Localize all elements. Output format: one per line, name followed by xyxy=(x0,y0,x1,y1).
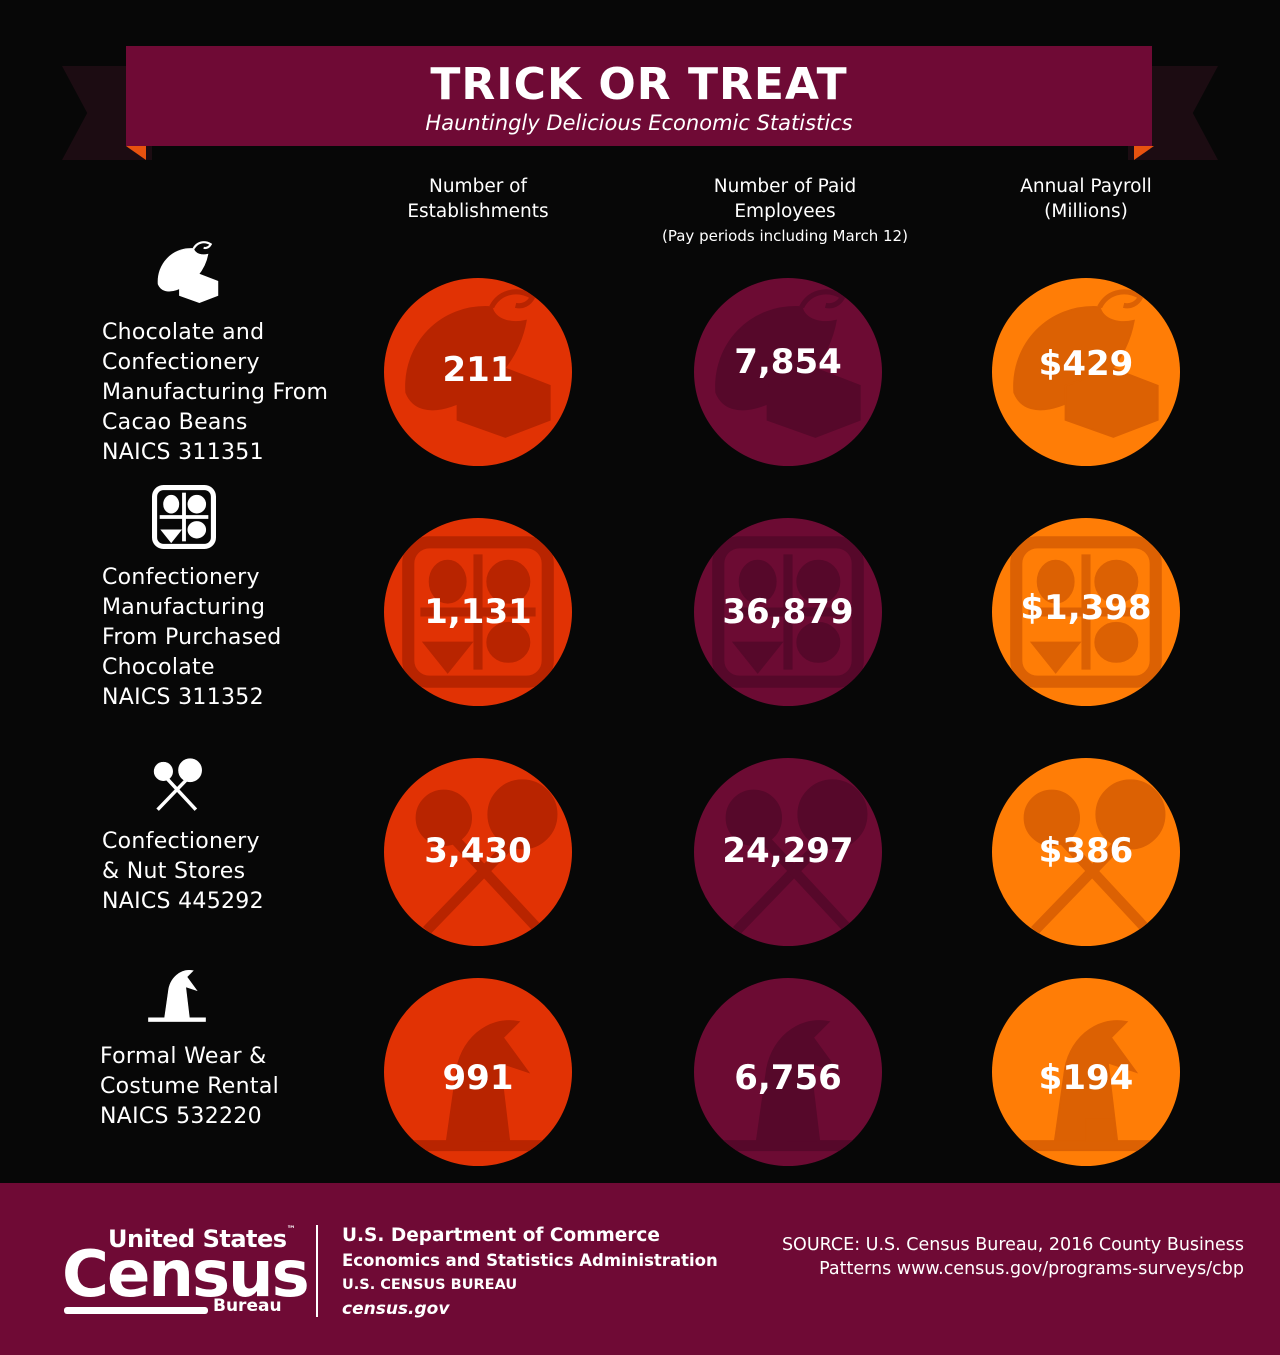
payroll-circle: $429 xyxy=(992,278,1180,466)
department-block: U.S. Department of Commerce Economics an… xyxy=(342,1223,718,1321)
trademark-mark: ™ xyxy=(286,1225,296,1235)
census-logo-wordmark: Census xyxy=(62,1238,310,1312)
row-label-line: Chocolate and xyxy=(102,320,265,345)
title-banner: TRICK OR TREAT Hauntingly Delicious Econ… xyxy=(126,46,1152,146)
row-label-line: Confectionery xyxy=(102,350,260,375)
employees-value: 6,756 xyxy=(734,1058,842,1098)
census-logo-bar xyxy=(64,1307,208,1314)
footer: United States™ Census Bureau U.S. Depart… xyxy=(0,1183,1280,1355)
census-website-link[interactable]: census.gov xyxy=(342,1299,450,1319)
column-header-line: Employees xyxy=(734,201,836,222)
employees-value: 24,297 xyxy=(722,831,854,871)
row-label-line: Confectionery xyxy=(102,565,260,590)
row-label-line: Formal Wear & xyxy=(100,1044,267,1069)
establishments-circle: 211 xyxy=(384,278,572,466)
establishments-value: 991 xyxy=(442,1058,514,1098)
column-header-line: Number of Paid xyxy=(713,176,857,197)
row-label-purchased-chocolate: Confectionery Manufacturing From Purchas… xyxy=(102,563,282,713)
administration-name: Economics and Statistics Administration xyxy=(342,1251,718,1270)
row-label-line: NAICS 311352 xyxy=(102,685,264,710)
census-logo-top-text: United States xyxy=(108,1225,287,1253)
row-label-nut-stores: Confectionery & Nut Stores NAICS 445292 xyxy=(102,827,264,917)
column-header-line: Number of xyxy=(428,176,528,197)
witch-hat-icon xyxy=(148,969,206,1022)
row-label-cacao-manufacturing: Chocolate and Confectionery Manufacturin… xyxy=(102,318,328,468)
row-label-line: NAICS 532220 xyxy=(100,1104,262,1129)
row-label-line: & Nut Stores xyxy=(102,859,246,884)
department-name: U.S. Department of Commerce xyxy=(342,1225,660,1246)
payroll-value: $1,398 xyxy=(1020,588,1152,628)
employees-value: 7,854 xyxy=(734,342,842,382)
lollipops-icon xyxy=(152,756,204,812)
row-label-line: Costume Rental xyxy=(100,1074,280,1099)
payroll-circle: $386 xyxy=(992,758,1180,946)
establishments-circle: 991 xyxy=(384,978,572,1166)
cacao-chocolate-icon xyxy=(156,241,219,304)
candy-box-icon xyxy=(152,485,216,549)
page-title: TRICK OR TREAT xyxy=(430,59,848,110)
payroll-value: $429 xyxy=(1038,344,1134,384)
row-label-line: From Purchased xyxy=(102,625,282,650)
row-label-line: Manufacturing xyxy=(102,595,266,620)
source-note: SOURCE: U.S. Census Bureau, 2016 County … xyxy=(684,1233,1244,1281)
establishments-circle: 3,430 xyxy=(384,758,572,946)
source-line: Patterns www.census.gov/programs-surveys… xyxy=(819,1259,1244,1279)
establishments-value: 3,430 xyxy=(424,831,532,871)
establishments-value: 211 xyxy=(442,350,514,390)
column-header-employees: Number of Paid Employees (Pay periods in… xyxy=(620,174,950,248)
employees-circle: 36,879 xyxy=(694,518,882,706)
column-header-line: Establishments xyxy=(407,201,549,222)
column-header-line: (Millions) xyxy=(1044,201,1128,222)
payroll-value: $194 xyxy=(1038,1058,1134,1098)
row-label-line: NAICS 445292 xyxy=(102,889,264,914)
row-label-line: Chocolate xyxy=(102,655,215,680)
establishments-circle: 1,131 xyxy=(384,518,572,706)
source-line: SOURCE: U.S. Census Bureau, 2016 County … xyxy=(781,1235,1244,1255)
column-header-line: Annual Payroll xyxy=(1020,176,1152,197)
footer-divider xyxy=(316,1225,318,1317)
column-header-note: (Pay periods including March 12) xyxy=(662,227,908,245)
employees-circle: 7,854 xyxy=(694,278,882,466)
employees-value: 36,879 xyxy=(722,592,854,632)
row-label-line: NAICS 311351 xyxy=(102,440,264,465)
row-label-costume-rental: Formal Wear & Costume Rental NAICS 53222… xyxy=(100,1042,279,1132)
employees-circle: 6,756 xyxy=(694,978,882,1166)
row-label-line: Cacao Beans xyxy=(102,410,248,435)
census-logo-top: United States™ xyxy=(108,1225,296,1253)
page-subtitle: Hauntingly Delicious Economic Statistics xyxy=(425,111,853,135)
row-label-line: Confectionery xyxy=(102,829,260,854)
column-header-payroll: Annual Payroll (Millions) xyxy=(986,174,1186,224)
column-header-establishments: Number of Establishments xyxy=(378,174,578,224)
bureau-name: U.S. CENSUS BUREAU xyxy=(342,1277,518,1293)
census-logo-bureau: Bureau xyxy=(213,1296,282,1316)
payroll-value: $386 xyxy=(1038,831,1134,871)
row-label-line: Manufacturing From xyxy=(102,380,329,405)
payroll-circle: $1,398 xyxy=(992,518,1180,706)
establishments-value: 1,131 xyxy=(424,592,532,632)
employees-circle: 24,297 xyxy=(694,758,882,946)
payroll-circle: $194 xyxy=(992,978,1180,1166)
